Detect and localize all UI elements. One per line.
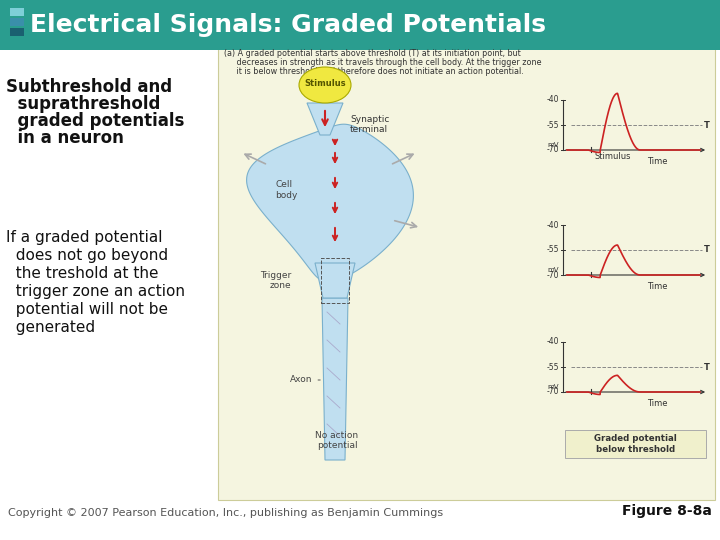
Text: Trigger
zone: Trigger zone <box>260 271 291 290</box>
Polygon shape <box>307 103 343 135</box>
Text: does not go beyond: does not go beyond <box>6 248 168 263</box>
Text: Cell
body: Cell body <box>275 180 297 200</box>
Text: Graded potential
below threshold: Graded potential below threshold <box>594 434 677 454</box>
Text: decreases in strength as it travels through the cell body. At the trigger zone: decreases in strength as it travels thro… <box>224 58 541 67</box>
Text: -40: -40 <box>546 220 559 230</box>
Text: Subthreshold and: Subthreshold and <box>6 78 172 96</box>
Text: T: T <box>704 120 710 130</box>
Text: Time: Time <box>647 399 667 408</box>
Bar <box>10 18 24 26</box>
Bar <box>10 8 24 16</box>
Text: Synaptic
terminal: Synaptic terminal <box>350 115 390 134</box>
Text: T: T <box>704 246 710 254</box>
Bar <box>10 28 24 36</box>
Polygon shape <box>322 298 348 460</box>
Text: Time: Time <box>647 282 667 291</box>
Text: Figure 8-8a: Figure 8-8a <box>622 504 712 518</box>
Text: trigger zone an action: trigger zone an action <box>6 284 185 299</box>
Text: suprathreshold: suprathreshold <box>6 95 161 113</box>
Text: generated: generated <box>6 320 95 335</box>
Text: -70: -70 <box>546 145 559 154</box>
Text: -55: -55 <box>546 246 559 254</box>
Bar <box>0 0 720 50</box>
Bar <box>321 258 349 303</box>
Bar <box>565 430 706 458</box>
Text: Stimulus: Stimulus <box>304 79 346 89</box>
Text: graded potentials: graded potentials <box>6 112 184 130</box>
Text: mV: mV <box>547 142 559 148</box>
Text: If a graded potential: If a graded potential <box>6 230 163 245</box>
Text: Copyright © 2007 Pearson Education, Inc., publishing as Benjamin Cummings: Copyright © 2007 Pearson Education, Inc.… <box>8 508 443 518</box>
Text: mV: mV <box>547 267 559 273</box>
Polygon shape <box>315 263 355 298</box>
Text: Stimulus: Stimulus <box>595 152 631 161</box>
Bar <box>218 45 715 500</box>
Polygon shape <box>247 124 413 282</box>
Text: mV: mV <box>547 384 559 390</box>
Text: the treshold at the: the treshold at the <box>6 266 158 281</box>
Text: -40: -40 <box>546 96 559 105</box>
Text: in a neuron: in a neuron <box>6 129 124 147</box>
Text: Electrical Signals: Graded Potentials: Electrical Signals: Graded Potentials <box>30 13 546 37</box>
Text: Time: Time <box>647 157 667 166</box>
Text: (a) A graded potential starts above threshold (T) at its initiation point, but: (a) A graded potential starts above thre… <box>224 49 521 58</box>
Text: -40: -40 <box>546 338 559 347</box>
Text: -55: -55 <box>546 362 559 372</box>
Text: potential will not be: potential will not be <box>6 302 168 317</box>
Text: -55: -55 <box>546 120 559 130</box>
Text: No action
potential: No action potential <box>315 430 359 450</box>
Text: it is below threshold and therefore does not initiate an action potential.: it is below threshold and therefore does… <box>224 67 523 76</box>
Ellipse shape <box>299 67 351 103</box>
Text: -70: -70 <box>546 388 559 396</box>
Text: T: T <box>704 362 710 372</box>
Text: Axon: Axon <box>290 375 320 384</box>
Text: -70: -70 <box>546 271 559 280</box>
